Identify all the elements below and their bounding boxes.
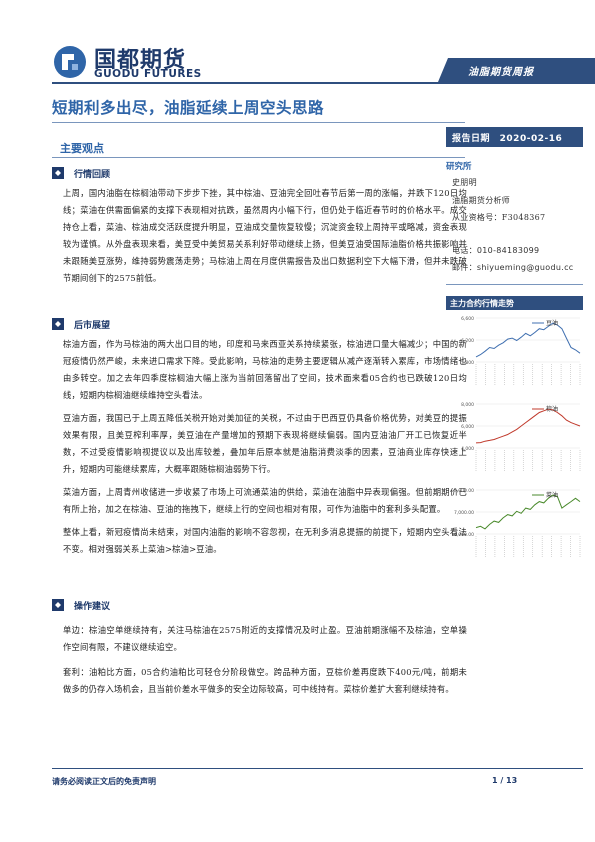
y-tick-label: 7,000.00	[454, 510, 474, 516]
series-line	[475, 408, 581, 444]
y-tick-label: 6,200	[461, 338, 474, 344]
paragraph: 单边：棕油空单继续持有，关注马棕油在2575附近的支撑情况及时止盈。豆油前期涨幅…	[63, 625, 467, 652]
legend-label: 豆油	[546, 319, 558, 327]
chart-heading: 主力合约行情走势	[446, 296, 583, 310]
y-tick-label: 5,800	[461, 360, 474, 366]
subsection-heading-advice: 操作建议	[52, 598, 110, 612]
report-type-tag: 油脂期货周报	[438, 58, 595, 82]
page-number: 1 / 13	[492, 776, 518, 785]
report-title: 短期利多出尽，油脂延续上周空头思路	[52, 98, 325, 117]
outlook-text: 棕油方面，作为马棕油的两大出口目的地，印度和马来西亚关系持续紧张，棕油进口量大幅…	[63, 336, 467, 558]
section-bullet-icon	[52, 167, 64, 179]
series-line	[475, 494, 581, 530]
researcher-heading: 研究所	[446, 162, 472, 172]
series-line	[475, 322, 581, 358]
footer-divider	[52, 768, 583, 769]
section-heading: 主要观点	[60, 142, 104, 155]
y-tick-label: 6,000.00	[454, 532, 474, 538]
paragraph: 菜油方面，上周青州收储进一步收紧了市场上可流通菜油的供给，菜油在油脂中异表现偏强…	[63, 487, 467, 514]
section-divider	[52, 157, 465, 158]
subsection-heading-review: 行情回顾	[52, 166, 110, 180]
y-tick-label: 8,000	[461, 402, 474, 408]
paragraph: 豆油方面，我国已于上周五降低关税开始对美加征的关税，不过由于巴西豆仍具备价格优势…	[63, 413, 467, 474]
report-type-label: 油脂期货周报	[468, 67, 534, 78]
review-text: 上周，国内油脂在棕榈油带动下步步下挫，其中棕油、豆油完全回吐春节后第一周的涨幅，…	[63, 185, 467, 287]
subsection-label: 行情回顾	[74, 169, 111, 180]
y-tick-label: 8,000.00	[454, 488, 474, 494]
sidebar-divider	[446, 284, 583, 285]
title-divider	[52, 122, 465, 123]
logo-cn-text: 国都期货	[94, 48, 187, 73]
researcher-name: 史朋明	[452, 178, 477, 187]
report-date-label: 报告日期	[452, 134, 491, 144]
contact-email[interactable]: 邮件：shiyueming@guodu.cc	[452, 263, 574, 272]
header-divider	[52, 82, 595, 84]
paragraph: 整体上看，新冠疫情尚未结束，对国内油脂的影响不容忽视，在无利多消息提振的前提下，…	[63, 527, 467, 554]
subsection-label: 后市展望	[74, 320, 111, 331]
contact-phone: 电话：010-84183099	[452, 246, 540, 255]
paragraph: 棕油方面，作为马棕油的两大出口目的地，印度和马来西亚关系持续紧张，棕油进口量大幅…	[63, 339, 467, 400]
y-tick-label: 6,600	[461, 316, 474, 322]
paragraph: 上周，国内油脂在棕榈油带动下步步下挫，其中棕油、豆油完全回吐春节后第一周的涨幅，…	[63, 188, 467, 283]
legend-label: 菜油	[546, 491, 558, 499]
logo-en-text: GUODU FUTURES	[94, 68, 202, 80]
subsection-label: 操作建议	[74, 601, 111, 612]
subsection-heading-outlook: 后市展望	[52, 317, 110, 331]
report-date-bar: 报告日期 2020-02-16	[446, 127, 583, 147]
palm-oil-chart: 4,000 6,000 8,000 棕油	[461, 402, 581, 472]
paragraph: 套利：油粕比方面，05合约油粕比可轻仓分阶段做空。跨品种方面，豆棕价差再度跌下4…	[63, 667, 467, 694]
rapeseed-oil-chart: 6,000.00 7,000.00 8,000.00 菜油	[454, 488, 581, 558]
advice-text: 单边：棕油空单继续持有，关注马棕油在2575附近的支撑情况及时止盈。豆油前期涨幅…	[63, 622, 467, 698]
logo-mark-icon	[54, 46, 86, 78]
company-logo: 国都期货 GUODU FUTURES	[52, 40, 222, 86]
legend-label: 棕油	[546, 405, 558, 413]
section-bullet-icon	[52, 599, 64, 611]
section-bullet-icon	[52, 318, 64, 330]
qualification-number: 从业资格号：F3048367	[452, 213, 546, 222]
disclaimer-note: 请务必阅读正文后的免责声明	[52, 777, 156, 786]
report-date-value: 2020-02-16	[499, 134, 563, 144]
y-tick-label: 4,000	[461, 446, 474, 452]
researcher-title: 油脂期货分析师	[452, 196, 511, 205]
soybean-oil-chart: 5,800 6,200 6,600 豆油	[461, 316, 581, 386]
y-tick-label: 6,000	[461, 424, 474, 430]
